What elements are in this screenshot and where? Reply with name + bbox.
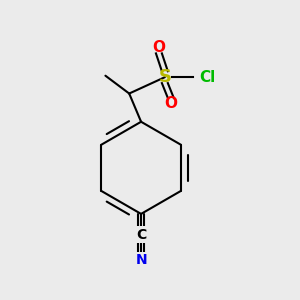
Text: O: O [152,40,165,55]
Text: O: O [164,96,177,111]
Text: Cl: Cl [199,70,215,85]
Text: S: S [158,68,171,86]
Text: C: C [136,228,146,242]
Text: N: N [135,253,147,267]
